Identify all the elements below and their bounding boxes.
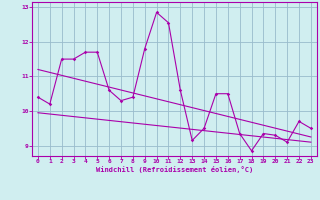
X-axis label: Windchill (Refroidissement éolien,°C): Windchill (Refroidissement éolien,°C)	[96, 166, 253, 173]
